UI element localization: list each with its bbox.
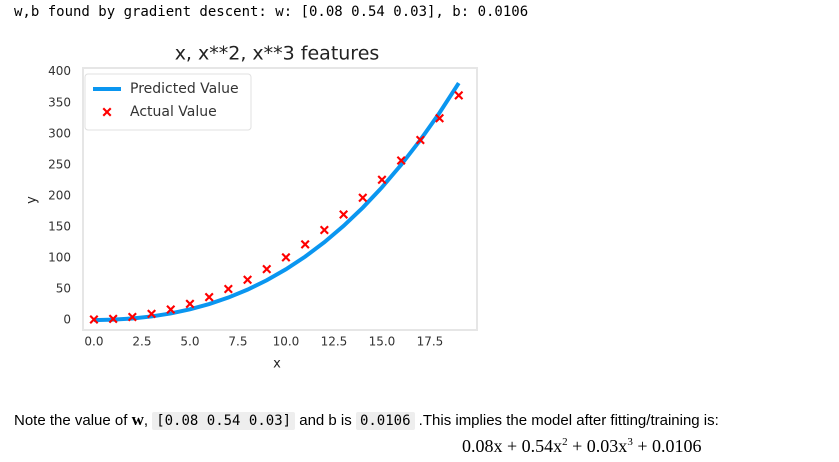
note-text: Note the value of (14, 412, 132, 429)
data-point (377, 175, 387, 185)
data-point (147, 309, 157, 319)
legend-label: Predicted Value (130, 81, 239, 97)
chart: x, x**2, x**3 features x y 0 50 100 150 200 2… (25, 43, 478, 372)
data-point (243, 275, 253, 285)
data-point (185, 299, 195, 309)
y-axis-label: y (25, 196, 40, 204)
formula-term: 0.08x + 0.54x (462, 436, 563, 456)
data-point (108, 314, 118, 324)
output-text: w,b found by gradient descent: w: [0.08 … (14, 4, 529, 20)
formula: 0.08x + 0.54x2 + 0.03x3 + 0.0106 (462, 436, 701, 457)
data-point (339, 210, 349, 220)
y-tick-label: 350 (48, 95, 71, 109)
y-tick-label: 0 (63, 313, 71, 327)
data-point (454, 90, 464, 100)
x-tick-label: 2.5 (132, 335, 151, 349)
data-point (358, 193, 368, 203)
data-point (319, 225, 329, 235)
x-tick-label: 7.5 (228, 335, 247, 349)
data-point (396, 156, 406, 166)
x-tick-label: 15.0 (369, 335, 396, 349)
x-tick-label: 5.0 (180, 335, 199, 349)
y-tick-label: 150 (48, 219, 71, 233)
note-text: , (143, 412, 153, 429)
formula-exponent: 3 (627, 436, 633, 448)
legend-label: Actual Value (130, 104, 217, 120)
x-tick-label: 0.0 (84, 335, 103, 349)
formula-term: + 0.03x (567, 436, 628, 456)
note-text: and b is (295, 412, 356, 429)
note-code: 0.0106 (355, 412, 415, 430)
chart-title: x, x**2, x**3 features (175, 43, 380, 65)
y-tick-label: 250 (48, 157, 71, 171)
data-point (223, 284, 233, 294)
data-point (281, 252, 291, 262)
y-tick-label: 50 (56, 282, 71, 296)
y-tick-label: 400 (48, 64, 71, 78)
x-tick-label: 17.5 (417, 335, 444, 349)
x-axis-label: x (273, 357, 281, 372)
y-tick-label: 100 (48, 250, 71, 264)
note-code: [0.08 0.54 0.03] (152, 412, 296, 430)
data-point (204, 292, 214, 302)
y-tick-label: 300 (48, 126, 71, 140)
data-point (415, 135, 425, 145)
formula-exponent: 2 (562, 436, 568, 448)
legend-box (84, 73, 252, 131)
x-tick-label: 10.0 (273, 335, 300, 349)
data-point (89, 314, 99, 324)
y-tick-label: 200 (48, 188, 71, 202)
formula-term: + 0.0106 (632, 436, 702, 456)
x-tick-label: 12.5 (321, 335, 348, 349)
data-point (262, 264, 272, 274)
note-w: w (131, 410, 144, 429)
data-point (435, 113, 445, 123)
data-point (127, 312, 137, 322)
note-text: .This implies the model after fitting/tr… (414, 412, 719, 429)
data-point (166, 305, 176, 315)
legend-swatch (102, 107, 112, 117)
note: Note the value of w, [0.08 0.54 0.03] an… (14, 410, 719, 430)
data-point (300, 239, 310, 249)
